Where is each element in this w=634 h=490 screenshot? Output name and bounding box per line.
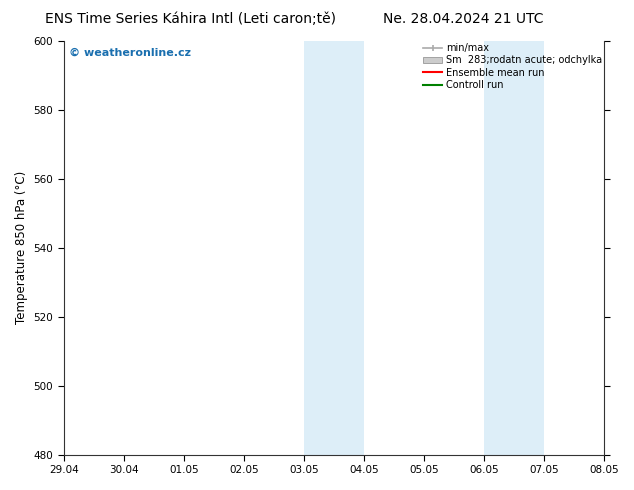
Bar [304, 41, 364, 455]
Text: Ne. 28.04.2024 21 UTC: Ne. 28.04.2024 21 UTC [382, 12, 543, 26]
Y-axis label: Temperature 850 hPa (°C): Temperature 850 hPa (°C) [15, 171, 28, 324]
Bar [484, 41, 544, 455]
Text: ENS Time Series Káhira Intl (Leti caron;tě): ENS Time Series Káhira Intl (Leti caron;… [45, 12, 335, 26]
Legend: min/max, Sm  283;rodatn acute; odchylka, Ensemble mean run, Controll run: min/max, Sm 283;rodatn acute; odchylka, … [423, 43, 602, 90]
Text: © weatheronline.cz: © weatheronline.cz [69, 47, 191, 57]
